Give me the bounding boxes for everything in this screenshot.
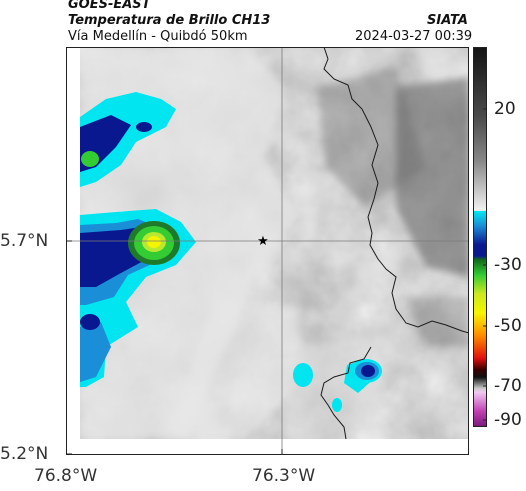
cold-top-cell xyxy=(80,314,100,330)
colorbar-tick-label: 20 xyxy=(494,99,516,119)
route-label: Vía Medellín - Quibdó 50km xyxy=(68,29,248,44)
boundary-line xyxy=(320,346,372,440)
cold-top-cell xyxy=(332,398,342,412)
cold-top-core xyxy=(147,236,161,248)
satellite-map: ★ xyxy=(66,47,469,455)
cold-top-cell xyxy=(80,92,176,187)
cold-top-cell xyxy=(136,122,152,132)
source-label: SIATA xyxy=(427,13,468,28)
cold-top-cell xyxy=(293,363,313,387)
colorbar-tick-label: -50 xyxy=(494,316,522,336)
dark-cloud-region xyxy=(316,67,469,347)
colorbar-tick-label: -30 xyxy=(494,255,522,275)
colorbar xyxy=(473,47,487,427)
no-data-strip xyxy=(66,47,80,455)
boundary-lines xyxy=(320,47,469,440)
colorbar-tick-label: -70 xyxy=(494,376,522,396)
colorbar-ramp xyxy=(473,47,487,427)
datetime-label: 2024-03-27 00:39 xyxy=(355,29,473,44)
cold-top-core xyxy=(81,151,99,167)
cold-top-cell xyxy=(80,322,111,382)
lat-label: 5.2°N xyxy=(0,444,49,464)
colorbar-tick-label: -90 xyxy=(494,410,522,430)
cold-top-cell xyxy=(361,365,375,377)
lon-label: 76.3°W xyxy=(252,466,316,486)
lon-label: 76.8°W xyxy=(34,466,98,486)
boundary-line xyxy=(323,47,469,334)
star-icon: ★ xyxy=(257,234,269,249)
map-frame xyxy=(66,47,469,455)
colorbar-ticks xyxy=(483,108,487,421)
satellite-title: GOES-EAST xyxy=(68,0,151,12)
no-data-strip xyxy=(66,439,469,455)
product-title: Temperatura de Brillo CH13 xyxy=(68,13,271,28)
convective-cells xyxy=(80,92,382,412)
lat-label: 5.7°N xyxy=(0,231,49,251)
